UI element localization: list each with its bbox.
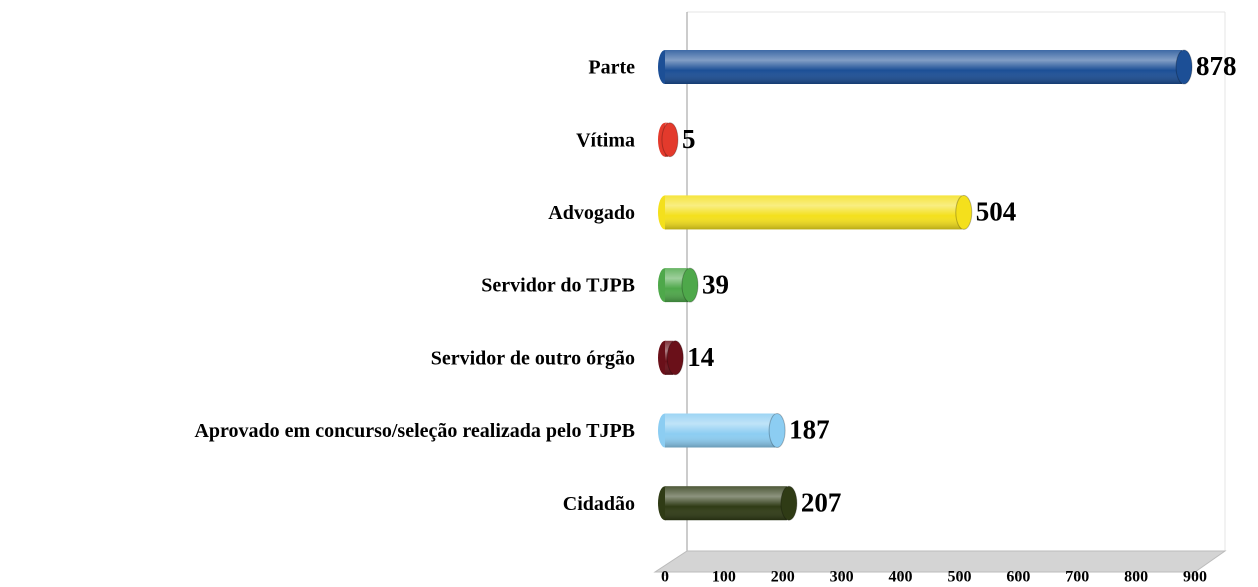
x-tick-label: 900	[1183, 569, 1207, 586]
bar-shine	[665, 268, 688, 303]
x-tick-label: 400	[889, 569, 913, 586]
bar-shine	[665, 413, 776, 448]
bar-cap	[666, 340, 684, 376]
value-label: 504	[976, 197, 1017, 227]
category-label: Servidor de outro órgão	[431, 347, 635, 369]
bar-cap	[955, 194, 973, 230]
bar-cap	[681, 267, 699, 303]
value-label: 5	[682, 124, 696, 154]
plot-frame	[653, 11, 1227, 573]
x-tick-label: 700	[1065, 569, 1089, 586]
x-tick-label: 500	[947, 569, 971, 586]
bar-shine	[665, 50, 1183, 84]
bar-shine	[665, 195, 962, 230]
value-label: 187	[789, 415, 830, 445]
bar-cap	[661, 122, 679, 158]
category-label: Vítima	[576, 129, 635, 151]
value-label: 207	[801, 487, 842, 517]
category-label: Servidor do TJPB	[481, 275, 635, 297]
value-label: 14	[687, 342, 714, 372]
category-label: Cidadão	[563, 493, 635, 515]
bar-shine	[665, 486, 787, 521]
x-tick-label: 800	[1124, 569, 1148, 586]
category-label: Advogado	[548, 202, 635, 224]
x-tick-label: 300	[830, 569, 854, 586]
category-label: Aprovado em concurso/seleção realizada p…	[194, 420, 635, 442]
category-label: Parte	[588, 57, 635, 79]
x-tick-label: 200	[771, 569, 795, 586]
value-label: 878	[1196, 51, 1237, 81]
x-tick-label: 0	[661, 569, 669, 586]
x-tick-label: 100	[712, 569, 736, 586]
bar-cap	[1175, 49, 1193, 85]
x-tick-label: 600	[1006, 569, 1030, 586]
bar-cap	[768, 413, 786, 448]
bar-cap	[780, 485, 798, 521]
value-label: 39	[702, 269, 729, 299]
